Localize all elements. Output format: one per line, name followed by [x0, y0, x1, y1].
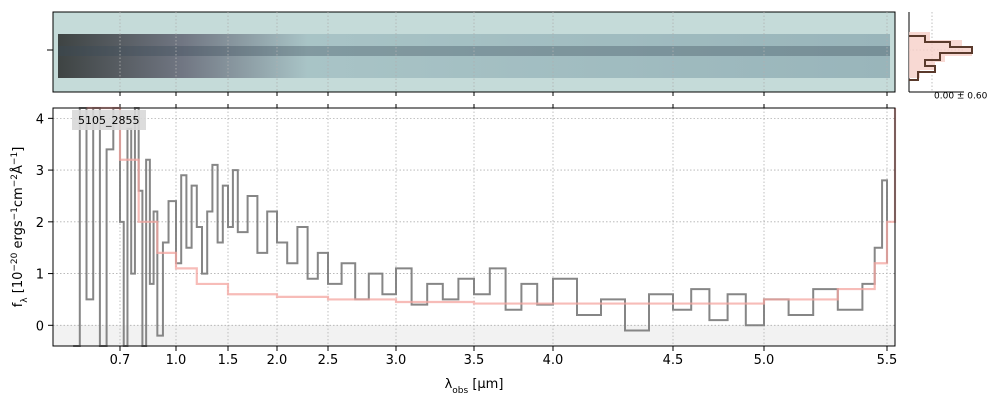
x-axis-label-part: obs	[452, 386, 468, 396]
x-axis-label-part: λ	[445, 377, 453, 392]
y-tick-label: 0	[36, 319, 44, 334]
y-tick-label: 3	[36, 164, 44, 179]
y-tick-label: 1	[36, 268, 44, 283]
x-tick-label: 3.5	[464, 353, 485, 368]
y-tick-label: 4	[36, 112, 44, 127]
x-tick-label: 5.0	[754, 353, 775, 368]
annotation: 5105_2855	[78, 114, 140, 127]
spectrum-line	[86, 106, 897, 305]
x-axis-label: λobs [μm]	[445, 377, 504, 396]
x-tick-label: 1.5	[218, 353, 239, 368]
y-axis-label-part: [10	[11, 272, 26, 298]
plot-frame	[52, 107, 896, 347]
x-tick-label: 4.0	[543, 353, 564, 368]
x-tick-label: 0.7	[110, 353, 131, 368]
y-axis-label-part: −1	[10, 207, 20, 220]
annotation-box	[72, 110, 146, 130]
y-axis-label-part: −1	[10, 152, 20, 165]
y-axis-label-part: −20	[10, 252, 20, 271]
y-axis-label-part: ]	[11, 147, 26, 152]
y-axis-label-part: λ	[20, 297, 30, 303]
x-tick-label: 3.0	[386, 353, 407, 368]
y-tick-label: 2	[36, 216, 44, 231]
x-tick-label: 1.0	[166, 353, 187, 368]
x-axis-label-part: [μm]	[468, 377, 503, 392]
y-axis-label-part: f	[11, 302, 26, 307]
histogram-line	[909, 35, 973, 81]
y-axis-label-part: ergs	[11, 220, 26, 252]
y-axis-label-part: cm	[11, 187, 26, 207]
x-tick-label: 5.5	[877, 353, 898, 368]
y-axis-label-part: −2	[10, 174, 20, 187]
y-axis-label-part: Å	[10, 165, 26, 174]
y-axis-label: fλ [10−20 ergs−1cm−2Å−1]	[10, 147, 30, 308]
x-tick-label: 2.5	[318, 353, 339, 368]
x-tick-label: 4.5	[663, 353, 684, 368]
x-tick-label: 2.0	[267, 353, 288, 368]
stats-label: 0.00 ± 0.60	[934, 92, 988, 102]
